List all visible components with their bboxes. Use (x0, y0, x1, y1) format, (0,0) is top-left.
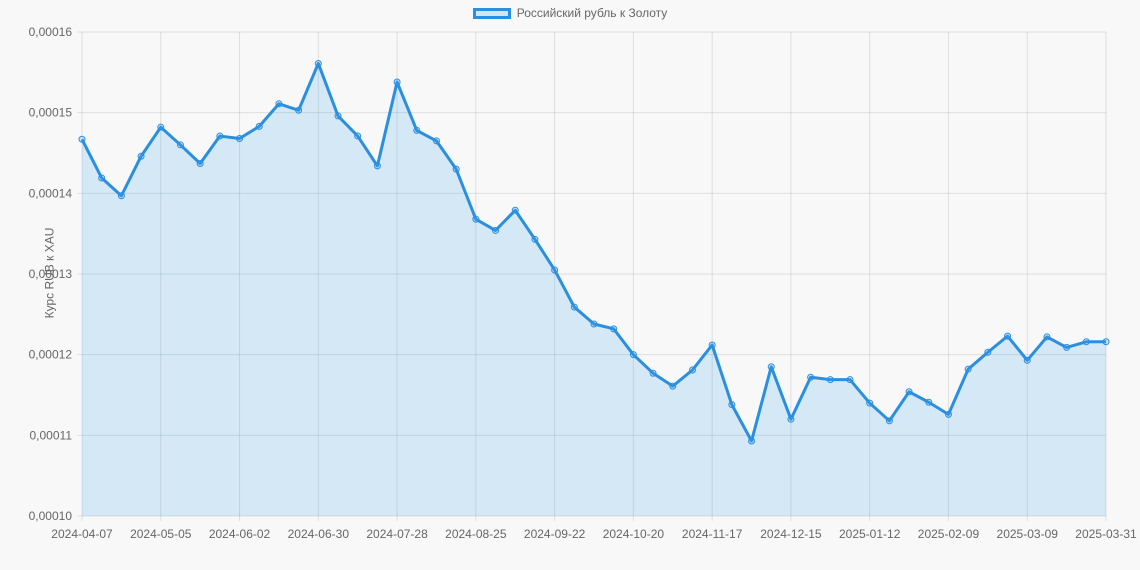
x-tick-label: 2024-04-07 (51, 527, 113, 541)
x-tick-label: 2024-05-05 (130, 527, 192, 541)
data-point[interactable] (570, 303, 578, 311)
data-point[interactable] (708, 341, 716, 349)
data-point[interactable] (629, 351, 637, 359)
data-point[interactable] (669, 382, 677, 390)
data-point[interactable] (787, 415, 795, 423)
data-point[interactable] (334, 112, 342, 120)
data-point[interactable] (295, 106, 303, 114)
x-tick-label: 2024-06-02 (209, 527, 271, 541)
data-point[interactable] (649, 369, 657, 377)
x-tick-label: 2024-11-17 (682, 527, 743, 541)
data-point[interactable] (767, 363, 775, 371)
data-point[interactable] (846, 376, 854, 384)
data-point[interactable] (1043, 333, 1051, 341)
data-point[interactable] (236, 134, 244, 142)
data-point[interactable] (1023, 356, 1031, 364)
data-point[interactable] (1063, 343, 1071, 351)
data-point[interactable] (807, 373, 815, 381)
x-tick-label: 2024-10-20 (603, 527, 665, 541)
data-point[interactable] (432, 137, 440, 145)
data-point[interactable] (98, 174, 106, 182)
data-point[interactable] (885, 417, 893, 425)
data-point[interactable] (925, 398, 933, 406)
data-point[interactable] (748, 437, 756, 445)
data-point[interactable] (610, 325, 618, 333)
y-tick-label: 0,00010 (29, 509, 73, 523)
y-tick-label: 0,00013 (29, 267, 73, 281)
legend-label[interactable]: Российский рубль к Золоту (516, 6, 668, 20)
data-point[interactable] (728, 401, 736, 409)
y-tick-label: 0,00015 (29, 106, 73, 120)
data-point[interactable] (255, 122, 263, 130)
chart-legend: Российский рубль к Золоту (0, 6, 1140, 20)
x-tick-label: 2024-12-15 (760, 527, 822, 541)
data-point[interactable] (1004, 332, 1012, 340)
data-point[interactable] (964, 365, 972, 373)
y-tick-label: 0,00014 (29, 186, 73, 200)
y-tick-label: 0,00016 (29, 25, 73, 39)
data-point[interactable] (216, 132, 224, 140)
x-tick-label: 2025-01-12 (839, 527, 901, 541)
data-point[interactable] (137, 152, 145, 160)
data-point[interactable] (413, 126, 421, 134)
x-tick-label: 2024-08-25 (445, 527, 507, 541)
data-point[interactable] (78, 135, 86, 143)
data-point[interactable] (176, 141, 184, 149)
data-point[interactable] (866, 399, 874, 407)
data-point[interactable] (1102, 338, 1110, 346)
x-tick-label: 2025-03-31 (1075, 527, 1137, 541)
x-tick-label: 2025-03-09 (997, 527, 1059, 541)
data-point[interactable] (590, 320, 598, 328)
data-point[interactable] (551, 266, 559, 274)
x-tick-label: 2024-06-30 (288, 527, 350, 541)
data-point[interactable] (826, 376, 834, 384)
legend-swatch[interactable] (472, 7, 511, 19)
data-point[interactable] (196, 159, 204, 167)
data-point[interactable] (531, 235, 539, 243)
data-point[interactable] (157, 123, 165, 131)
data-point[interactable] (373, 162, 381, 170)
data-point[interactable] (393, 78, 401, 86)
data-line (80, 61, 1106, 443)
data-point[interactable] (1082, 338, 1090, 346)
x-tick-label: 2025-02-09 (918, 527, 980, 541)
data-point[interactable] (984, 348, 992, 356)
data-point[interactable] (472, 215, 480, 223)
data-point[interactable] (905, 388, 913, 396)
y-tick-label: 0,00011 (30, 428, 73, 442)
data-point[interactable] (117, 192, 125, 200)
y-tick-label: 0,00012 (29, 348, 73, 362)
data-point[interactable] (452, 165, 460, 173)
data-point[interactable] (314, 59, 322, 67)
data-point[interactable] (354, 132, 362, 140)
x-tick-label: 2024-09-22 (524, 527, 586, 541)
x-tick-label: 2024-07-28 (366, 527, 428, 541)
data-point[interactable] (275, 100, 283, 108)
data-point[interactable] (688, 366, 696, 374)
data-point[interactable] (944, 410, 952, 418)
data-point[interactable] (492, 226, 500, 234)
data-point[interactable] (511, 206, 519, 214)
area-fill (82, 63, 1106, 517)
